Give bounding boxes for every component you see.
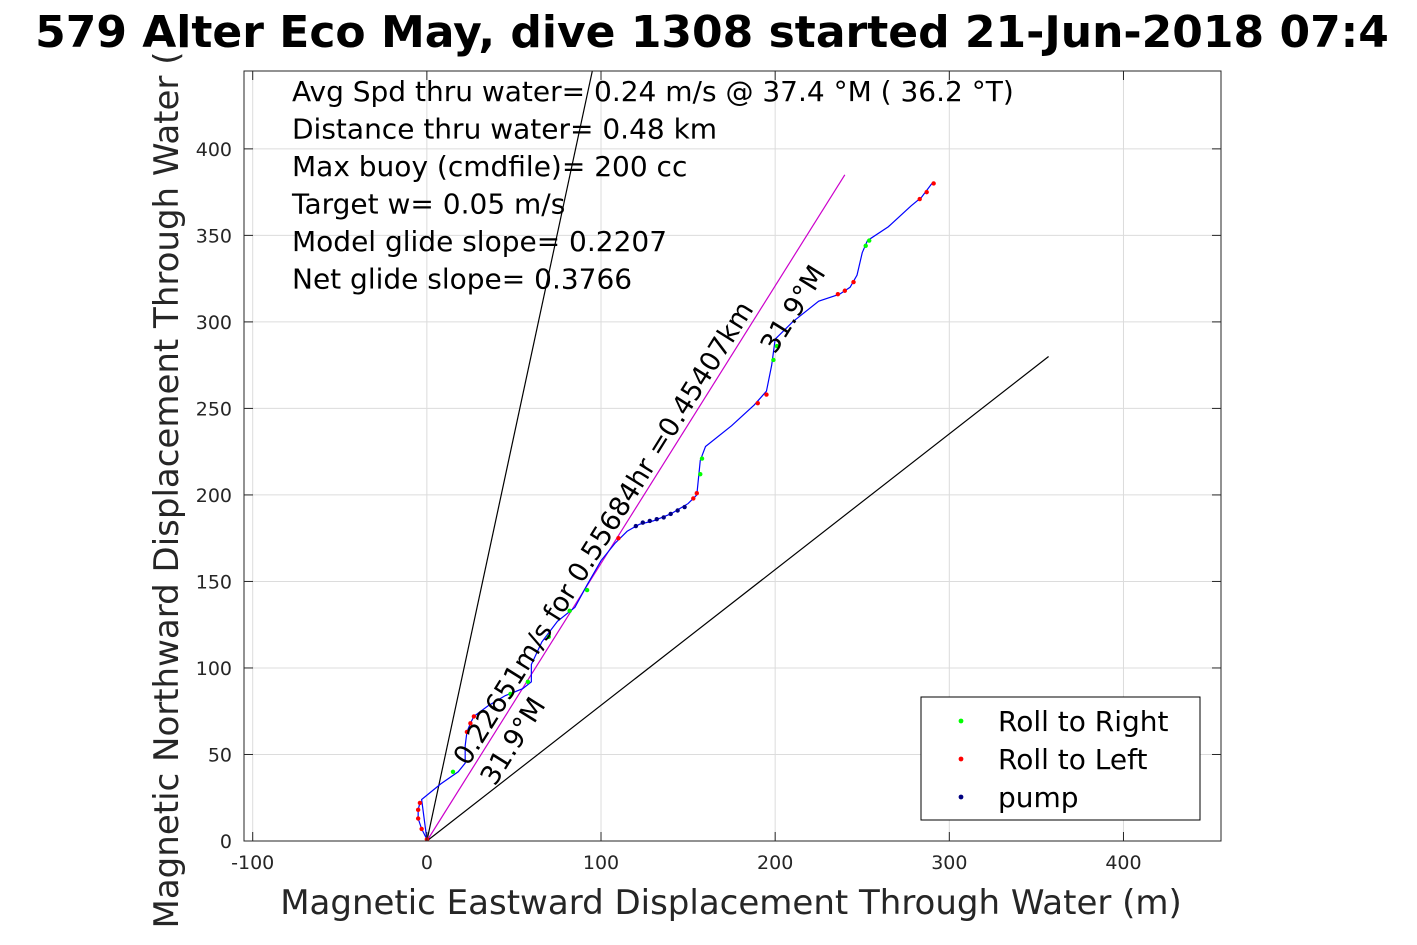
x-tick-label: 300	[931, 852, 967, 874]
roll-to-left-point	[764, 392, 769, 397]
roll-to-right-point	[698, 471, 703, 477]
reference-lines	[426, 70, 1049, 842]
x-axis-label: Magnetic Eastward Displacement Through W…	[280, 883, 1182, 923]
pump-point	[675, 508, 680, 513]
roll-to-right-point	[863, 243, 868, 248]
roll-to-left-point	[419, 826, 424, 832]
roll-to-right-point	[567, 608, 572, 614]
y-axis-label: Magnetic Northward Displacement Through …	[147, 52, 187, 929]
roll-to-right-point	[774, 343, 780, 349]
x-tick-label: -100	[231, 852, 274, 874]
roll-to-left-point	[851, 279, 856, 285]
y-tick-label: 300	[196, 312, 232, 334]
info-line: Model glide slope= 0.2207	[292, 225, 667, 258]
legend-roll-to-right-marker	[958, 718, 964, 724]
roll-to-left-point	[924, 189, 929, 195]
roll-to-left-point	[917, 196, 922, 202]
pump-point	[654, 516, 659, 522]
roll-to-right-point	[699, 456, 705, 461]
pump-point	[682, 504, 687, 510]
y-tick-label: 150	[196, 571, 232, 593]
y-tick-label: 250	[196, 398, 232, 420]
pump-point	[661, 515, 666, 520]
roll-to-right-point	[771, 357, 776, 363]
roll-to-left-point	[471, 714, 477, 719]
legend-box	[920, 696, 1201, 821]
pump-point	[640, 520, 646, 525]
roll-to-right-point	[546, 634, 551, 640]
y-tick-label: 200	[196, 485, 232, 507]
info-line: Avg Spd thru water= 0.24 m/s @ 37.4 °M (…	[292, 75, 1014, 108]
info-line: Distance thru water= 0.48 km	[292, 113, 717, 146]
y-tick-label: 350	[196, 225, 232, 247]
roll-to-left-point	[616, 535, 621, 541]
info-line: Net glide slope= 0.3766	[292, 263, 632, 296]
info-line: Max buoy (cmdfile)= 200 cc	[292, 150, 687, 183]
roll-to-right-point	[525, 679, 531, 685]
chart-title: 579 Alter Eco May, dive 1308 started 21-…	[35, 7, 1389, 58]
legend-roll-to-right-label: Roll to Right	[998, 705, 1169, 738]
info-line: Target w= 0.05 m/s	[291, 188, 565, 221]
legend-pump-marker	[958, 794, 964, 800]
cone-lower	[426, 356, 1049, 842]
roll-to-left-point	[415, 807, 421, 813]
roll-to-left-point	[835, 292, 841, 297]
legend-pump-label: pump	[998, 781, 1079, 814]
roll-to-left-point	[694, 491, 699, 496]
pump-point	[668, 511, 673, 517]
pump-point	[633, 523, 639, 529]
roll-to-left-point	[417, 800, 423, 806]
y-tick-label: 400	[196, 139, 232, 161]
roll-to-left-point	[691, 496, 696, 501]
cone-upper	[426, 70, 593, 842]
legend-roll-to-left-marker	[958, 756, 964, 762]
y-tick-label: 100	[196, 658, 232, 680]
roll-to-right-point	[867, 238, 872, 243]
y-tick-label: 50	[208, 744, 232, 766]
roll-to-left-point	[468, 721, 473, 726]
roll-to-left-point	[755, 401, 760, 406]
roll-to-right-point	[450, 769, 456, 774]
info-block: Avg Spd thru water= 0.24 m/s @ 37.4 °M (…	[291, 75, 1014, 296]
x-tick-label: 400	[1105, 852, 1141, 874]
y-tick-label: 0	[220, 831, 232, 853]
series-group	[415, 181, 936, 842]
legend: Roll to Right Roll to Left pump	[920, 696, 1201, 821]
roll-to-right-point	[584, 587, 590, 593]
pump-point	[647, 518, 652, 524]
roll-to-left-point	[415, 816, 421, 821]
roll-to-left-point	[931, 181, 936, 186]
ticks: -100 0 100 200 300 40005010015020025030035040…	[196, 71, 1221, 874]
x-tick-label: 0	[421, 852, 433, 874]
roll-to-left-point	[842, 288, 848, 293]
roll-to-right-point	[508, 691, 513, 697]
x-tick-label: 100	[583, 852, 619, 874]
heading-line	[426, 174, 846, 842]
legend-roll-to-left-label: Roll to Left	[998, 743, 1147, 776]
roll-to-left-point	[464, 729, 470, 735]
x-tick-label: 200	[757, 852, 793, 874]
plot-frame	[243, 70, 1222, 842]
